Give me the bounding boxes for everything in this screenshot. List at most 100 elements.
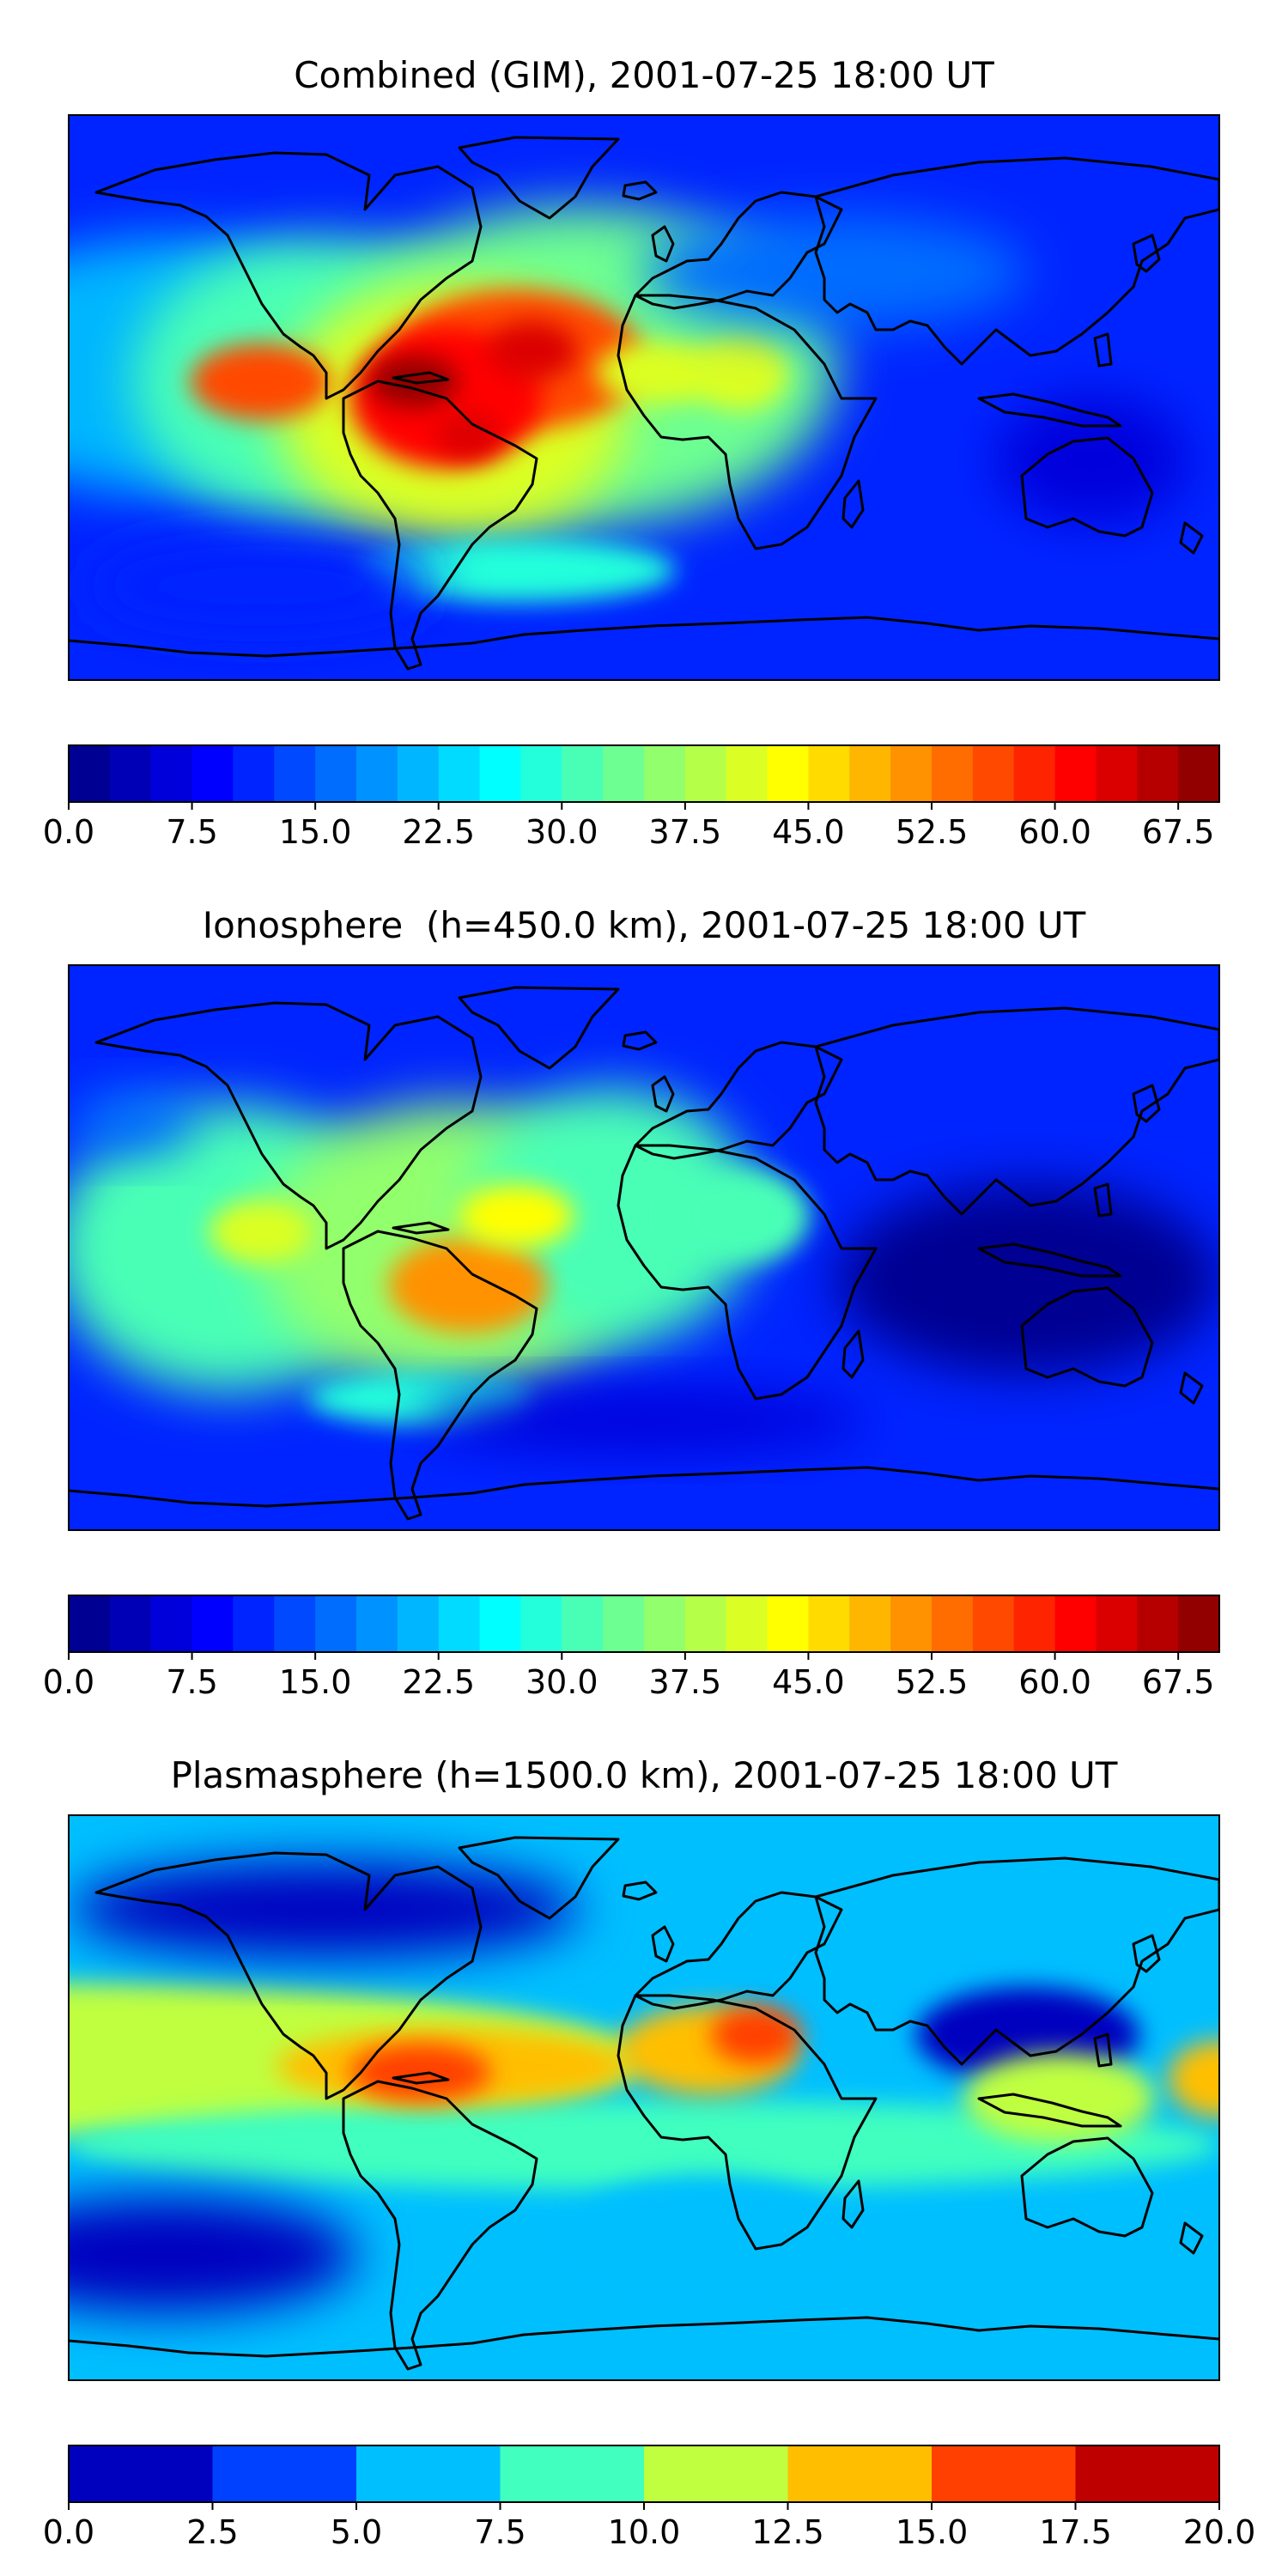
colorbar-swatch — [767, 745, 810, 802]
colorbar-swatch — [1096, 745, 1138, 802]
colorbar-tick-label: 37.5 — [649, 1663, 722, 1701]
colorbar-tick-label: 30.0 — [526, 813, 598, 851]
colorbar-swatch — [726, 1595, 769, 1652]
colorbar-tick-label: 7.5 — [474, 2513, 526, 2551]
colorbar-tick-label: 7.5 — [166, 1663, 217, 1701]
colorbar-swatch — [932, 2445, 1077, 2502]
colorbar-swatch — [808, 1595, 850, 1652]
colorbar-combined: 0.0 7.5 15.0 22.5 30.0 37.5 45.0 52.5 60.0 67.5 — [43, 744, 1220, 851]
colorbar-swatch — [274, 1595, 316, 1652]
colorbar-swatch — [562, 1595, 604, 1652]
colorbar-swatch — [150, 1595, 193, 1652]
colorbar-swatch — [233, 745, 275, 802]
field-contour — [644, 214, 1028, 330]
colorbar-tick-label: 0.0 — [43, 2513, 94, 2551]
colorbar-tick-label: 7.5 — [166, 813, 217, 851]
colorbar-swatch — [191, 1595, 234, 1652]
colorbar-swatch — [315, 1595, 357, 1652]
colorbar-swatch — [1137, 1595, 1179, 1652]
field-contour — [580, 2175, 836, 2272]
colorbar-swatch — [356, 2445, 501, 2502]
colorbar-swatch — [726, 745, 769, 802]
colorbar-tick-label: 17.5 — [1039, 2513, 1112, 2551]
colorbar-swatch — [69, 1595, 111, 1652]
colorbar-tick-label: 0.0 — [43, 813, 94, 851]
colorbar-swatch — [69, 745, 111, 802]
colorbar-swatch — [356, 745, 398, 802]
colorbar-swatch — [212, 2445, 357, 2502]
colorbar-swatch — [1075, 2445, 1220, 2502]
colorbar-swatch — [890, 1595, 933, 1652]
colorbar-swatch — [397, 1595, 440, 1652]
colorbar-swatch — [849, 1595, 891, 1652]
colorbar-swatch — [500, 2445, 645, 2502]
colorbar-tick-label: 15.0 — [279, 1663, 352, 1701]
colorbar-tick-label: 20.0 — [1183, 2513, 1256, 2551]
colorbar-swatch — [972, 745, 1015, 802]
field-contour — [835, 1182, 1219, 1376]
colorbar-swatch — [849, 745, 891, 802]
panel-combined: Combined (GIM), 2001-07-25 18:00 UT 0.0 7… — [43, 54, 1220, 851]
colorbar-swatch — [397, 745, 440, 802]
colorbar-swatch — [684, 745, 727, 802]
colorbar-swatch — [562, 745, 604, 802]
colorbar-tick-label: 52.5 — [896, 813, 969, 851]
colorbar-swatch — [520, 1595, 562, 1652]
panel-plasmasphere: Plasmasphere (h=1500.0 km), 2001-07-25 1… — [43, 1754, 1256, 2551]
field-contour — [190, 343, 331, 421]
colorbar-swatch — [644, 2445, 789, 2502]
colorbar-swatch — [1178, 1595, 1220, 1652]
colorbar-tick-label: 12.5 — [751, 2513, 824, 2551]
map-frame — [68, 964, 1220, 1531]
map-ionosphere — [69, 965, 1219, 1530]
field-contour — [995, 396, 1188, 525]
colorbar-swatch — [787, 2445, 933, 2502]
colorbar-tick-label: 10.0 — [608, 2513, 681, 2551]
colorbar-tick-label: 37.5 — [649, 813, 722, 851]
colorbar-swatch — [69, 2445, 214, 2502]
colorbar-swatch — [1096, 1595, 1138, 1652]
colorbar-swatch — [109, 745, 152, 802]
colorbar-swatch — [315, 745, 357, 802]
colorbar-swatch — [644, 1595, 686, 1652]
field-contour — [436, 412, 501, 458]
field-contour — [420, 1388, 868, 1453]
field-contour — [84, 538, 437, 635]
colorbar-swatch — [1137, 745, 1179, 802]
colorbar-swatch — [438, 745, 481, 802]
colorbar-swatch — [767, 1595, 810, 1652]
panel-title-ionosphere: Ionosphere (h=450.0 km), 2001-07-25 18:0… — [203, 904, 1086, 946]
field-contour — [349, 2044, 491, 2102]
colorbar-swatch — [274, 745, 316, 802]
map-frame — [68, 1814, 1220, 2381]
field-contour — [69, 1090, 197, 1155]
field-contour — [355, 538, 677, 603]
colorbar-swatch — [438, 1595, 481, 1652]
colorbar-plasmasphere: 0.0 2.5 5.0 7.5 10.0 12.5 15.0 17.5 20.0 — [43, 2445, 1256, 2551]
colorbar-swatch — [109, 1595, 152, 1652]
colorbar-tick-label: 60.0 — [1018, 813, 1091, 851]
colorbar-swatch — [972, 1595, 1015, 1652]
colorbar-tick-label: 15.0 — [279, 813, 352, 851]
field-contour — [69, 1861, 580, 1958]
colorbar-swatch — [479, 1595, 522, 1652]
colorbar-tick-label: 45.0 — [772, 1663, 845, 1701]
colorbar-frame — [68, 1595, 1220, 1653]
colorbar-swatch — [1054, 1595, 1097, 1652]
colorbar-tick-label: 52.5 — [896, 1663, 969, 1701]
map-combined — [69, 115, 1219, 680]
field-contour — [459, 1184, 574, 1249]
field-contour — [1168, 2040, 1219, 2117]
colorbar-swatch — [520, 745, 562, 802]
colorbar-tick-label: 67.5 — [1142, 813, 1215, 851]
field-contour — [963, 2052, 1156, 2143]
colorbar-tick-label: 0.0 — [43, 1663, 94, 1701]
colorbar-swatch — [233, 1595, 275, 1652]
colorbar-tick-label: 22.5 — [402, 1663, 475, 1701]
panel-title-combined: Combined (GIM), 2001-07-25 18:00 UT — [294, 54, 994, 96]
colorbar-swatch — [603, 1595, 645, 1652]
field-contour — [596, 340, 725, 404]
colorbar-tick-label: 5.0 — [331, 2513, 382, 2551]
field-contour — [669, 1168, 811, 1265]
colorbar-tick-label: 22.5 — [402, 813, 475, 851]
